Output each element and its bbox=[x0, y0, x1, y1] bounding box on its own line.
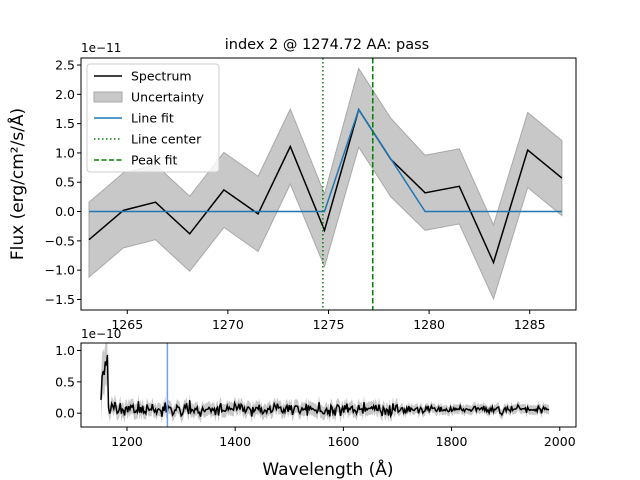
legend-box bbox=[86, 63, 220, 173]
top-y-offset-label: 1e−11 bbox=[81, 41, 121, 55]
overview-x-tick-label: 1200 bbox=[111, 434, 143, 449]
x-tick-label: 1265 bbox=[111, 317, 143, 332]
legend-uncertainty-label: Uncertainty bbox=[131, 90, 205, 105]
x-axis-label: Wavelength (Å) bbox=[262, 458, 393, 480]
y-tick-label: 1.0 bbox=[55, 145, 75, 160]
legend-peak-fit-label: Peak fit bbox=[131, 153, 178, 168]
legend-line-center-label: Line center bbox=[131, 132, 202, 147]
y-tick-label: −1.5 bbox=[45, 292, 75, 307]
overview-y-tick-label: 0.0 bbox=[55, 406, 75, 421]
spectrum-line bbox=[88, 107, 563, 265]
x-tick-label: 1270 bbox=[212, 317, 244, 332]
overview-y-tick-label: 1.0 bbox=[55, 343, 75, 358]
overview-uncertainty-band bbox=[101, 343, 549, 424]
legend-uncertainty-swatch bbox=[93, 91, 123, 103]
main-axes-frame bbox=[80, 57, 577, 311]
overview-x-tick-label: 2000 bbox=[544, 434, 576, 449]
overview-panel: 0.0 0.5 1.0 1200 1400 1600 1800 2000 1e−10 Wav… bbox=[55, 327, 577, 480]
y-axis-label: Flux (erg/cm²/s/Å) bbox=[6, 108, 28, 260]
x-tick-label: 1275 bbox=[313, 317, 345, 332]
y-tick-label: 2.5 bbox=[55, 58, 75, 73]
overview-x-tick-label: 1600 bbox=[327, 434, 359, 449]
x-tick-label: 1280 bbox=[413, 317, 445, 332]
y-tick-label: −0.5 bbox=[45, 233, 75, 248]
y-tick-label: 0.0 bbox=[55, 204, 75, 219]
y-tick-label: 1.5 bbox=[55, 116, 75, 131]
overview-x-tick-label: 1800 bbox=[436, 434, 468, 449]
overview-x-tick-label: 1400 bbox=[219, 434, 251, 449]
line-fit-line bbox=[89, 107, 562, 213]
y-tick-label: 0.5 bbox=[55, 175, 75, 190]
overview-y-tick-label: 0.5 bbox=[55, 374, 75, 389]
overview-axes-frame bbox=[80, 342, 577, 428]
x-tick-label: 1285 bbox=[514, 317, 546, 332]
y-tick-label: 2.0 bbox=[55, 87, 75, 102]
y-tick-label: −1.0 bbox=[45, 263, 75, 278]
uncertainty-band bbox=[88, 67, 563, 301]
chart-title: index 2 @ 1274.72 AA: pass bbox=[225, 37, 429, 53]
bottom-y-offset-label: 1e−10 bbox=[81, 327, 121, 341]
legend: Spectrum Uncertainty Line fit Line cente… bbox=[86, 63, 220, 173]
main-panel: index 2 @ 1274.72 AA: pass 1e−11 −1.5 −1.… bbox=[6, 37, 577, 332]
legend-line-fit-label: Line fit bbox=[131, 111, 174, 126]
overview-spectrum-line bbox=[100, 354, 550, 419]
legend-spectrum-label: Spectrum bbox=[131, 69, 192, 84]
